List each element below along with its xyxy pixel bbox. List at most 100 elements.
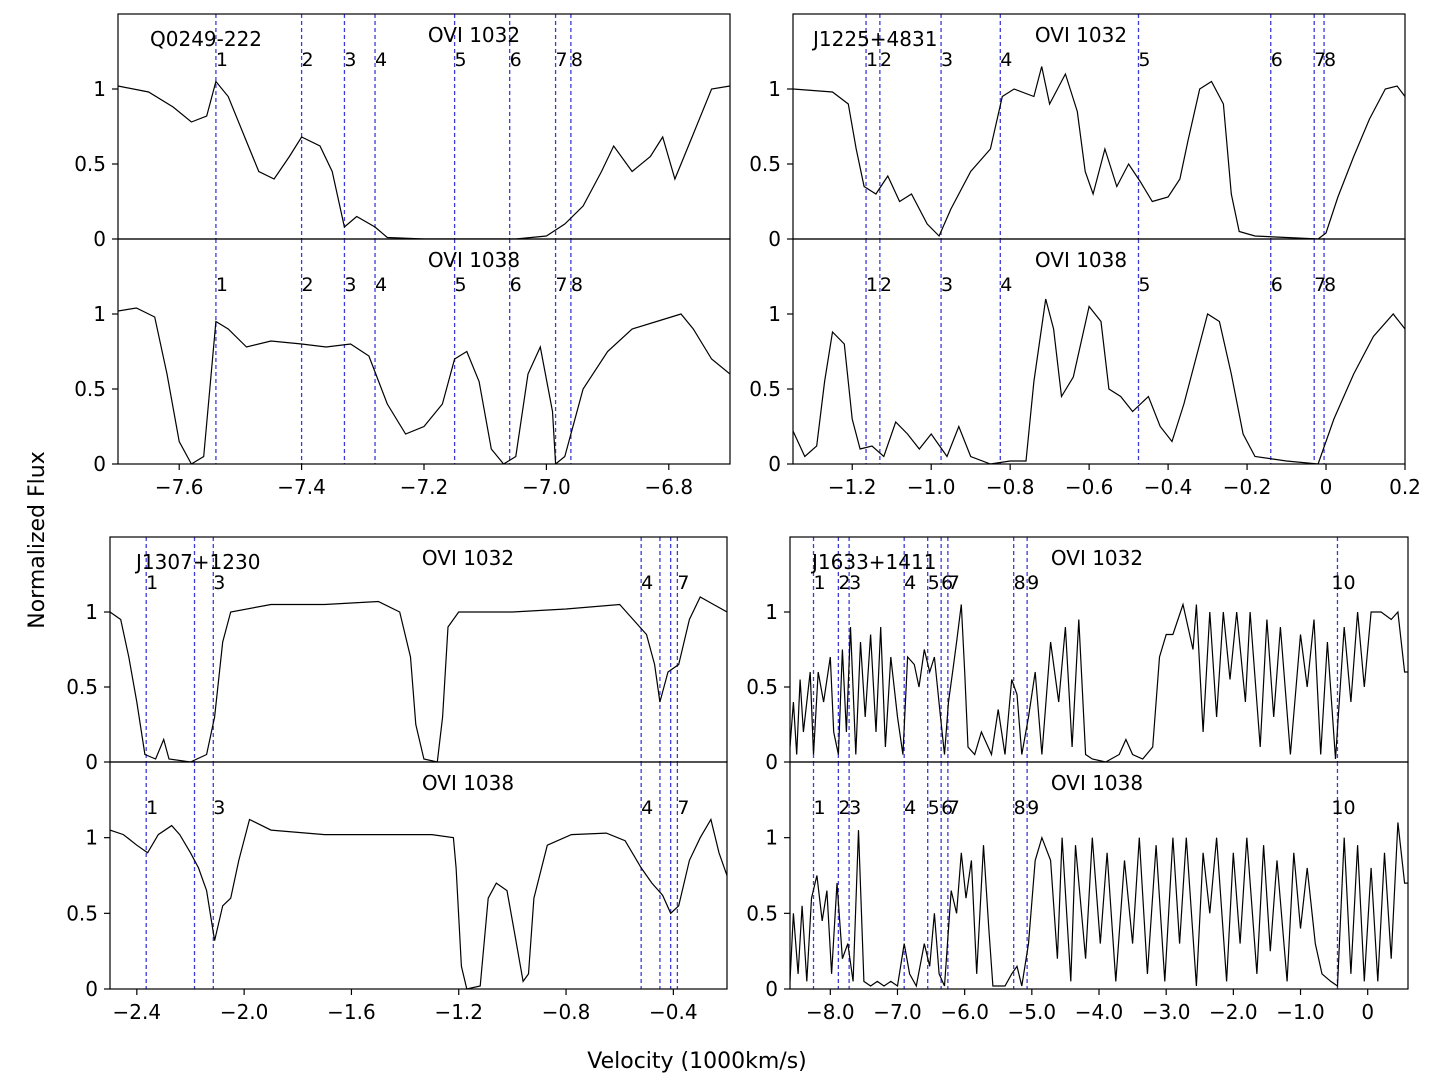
component-marker-label: 5 [455, 49, 467, 71]
component-marker-label: 7 [1314, 49, 1326, 71]
y-tick-label: 0 [85, 977, 98, 1001]
spectrum-line [110, 596, 727, 762]
y-tick-label: 0.5 [66, 901, 98, 925]
y-tick-label: 1 [85, 826, 98, 850]
component-marker-label: 3 [849, 797, 861, 819]
y-tick-label: 0 [768, 227, 781, 251]
x-tick-label: 0.2 [1389, 475, 1421, 499]
x-tick-label: −1.6 [327, 1000, 376, 1024]
x-axis-label: Velocity (1000km/s) [587, 1049, 807, 1074]
x-tick-label: −1.2 [828, 475, 877, 499]
component-marker-label: 3 [941, 49, 953, 71]
x-tick-label: −6.0 [940, 1000, 989, 1024]
x-tick-label: −1.0 [1276, 1000, 1325, 1024]
y-tick-label: 1 [85, 600, 98, 624]
y-tick-label: 0 [93, 452, 106, 476]
component-marker-label: 3 [849, 572, 861, 594]
quasar-label: Q0249-222 [150, 27, 262, 51]
series-name: OVI 1032 [428, 23, 520, 47]
component-marker-label: 3 [344, 49, 356, 71]
component-marker-label: 5 [455, 274, 467, 296]
y-tick-label: 0 [765, 750, 778, 774]
component-marker-label: 7 [948, 797, 960, 819]
subplot-ovi-1038: 1 3 4 7 0 0.5 1 OVI 1038 −2.4 −2.0 −1.6 −1.2 −0.8 −0.… [66, 761, 728, 1024]
y-tick-label: 1 [93, 302, 106, 326]
component-marker-label: 4 [904, 572, 916, 594]
component-marker-label: 10 [1331, 572, 1355, 594]
y-tick-label: 0.5 [66, 675, 98, 699]
spectrum-line [793, 66, 1405, 239]
x-tick-label: −7.0 [873, 1000, 922, 1024]
axes-frame [117, 238, 731, 465]
x-tick-label: −3.0 [1142, 1000, 1191, 1024]
component-marker-label: 1 [146, 797, 158, 819]
y-tick-label: 0.5 [749, 152, 781, 176]
component-marker-label: 2 [302, 49, 314, 71]
component-marker-label: 3 [213, 797, 225, 819]
y-tick-label: 1 [768, 77, 781, 101]
axes-frame [789, 761, 1409, 990]
x-tick-label: −5.0 [1008, 1000, 1057, 1024]
component-marker-label: 4 [1000, 274, 1012, 296]
axes-frame [109, 761, 728, 990]
component-marker-label: 7 [556, 274, 568, 296]
y-tick-label: 0 [765, 977, 778, 1001]
x-tick-label: 0 [1361, 1000, 1374, 1024]
component-marker-label: 2 [838, 572, 850, 594]
component-marker-label: 3 [213, 572, 225, 594]
y-tick-label: 0.5 [74, 152, 106, 176]
component-marker-label: 2 [880, 49, 892, 71]
component-marker-label: 2 [302, 274, 314, 296]
component-marker-label: 4 [1000, 49, 1012, 71]
spectrum-line [790, 822, 1408, 988]
y-tick-label: 1 [93, 77, 106, 101]
quasar-label: J1633+1411 [810, 550, 936, 574]
component-marker-label: 7 [948, 572, 960, 594]
component-marker-label: 9 [1027, 797, 1039, 819]
x-tick-label: −2.0 [220, 1000, 269, 1024]
component-marker-label: 4 [641, 797, 653, 819]
subplot-ovi-1032: 1 3 4 7 0 0.5 1 OVI 1032 [66, 536, 728, 774]
spectrum-line [790, 602, 1408, 762]
y-tick-label: 0.5 [749, 377, 781, 401]
component-marker-label: 7 [1314, 274, 1326, 296]
component-marker-label: 3 [344, 274, 356, 296]
series-name: OVI 1032 [422, 546, 514, 570]
series-name: OVI 1032 [1035, 23, 1127, 47]
x-tick-label: −8.0 [806, 1000, 855, 1024]
series-name: OVI 1038 [1051, 771, 1143, 795]
component-marker-label: 1 [866, 274, 878, 296]
component-marker-label: 2 [880, 274, 892, 296]
component-marker-label: 1 [216, 49, 228, 71]
component-marker-label: 8 [1014, 572, 1026, 594]
component-marker-label: 6 [1271, 274, 1283, 296]
component-marker-label: 4 [904, 797, 916, 819]
series-name: OVI 1038 [428, 248, 520, 272]
series-name: OVI 1032 [1051, 546, 1143, 570]
quasar-label: J1225+4831 [811, 27, 937, 51]
x-tick-label: −0.4 [1144, 475, 1193, 499]
spectrum-line [110, 817, 727, 989]
y-tick-label: 0 [93, 227, 106, 251]
y-tick-label: 0.5 [746, 675, 778, 699]
x-tick-label: −0.2 [1223, 475, 1272, 499]
y-tick-label: 0.5 [746, 901, 778, 925]
component-marker-label: 10 [1331, 797, 1355, 819]
x-tick-label: −1.2 [434, 1000, 483, 1024]
x-tick-label: −4.0 [1075, 1000, 1124, 1024]
spectrum-line [793, 298, 1405, 464]
x-tick-label: −1.0 [907, 475, 956, 499]
x-tick-label: −6.8 [645, 475, 694, 499]
x-tick-label: −7.2 [400, 475, 449, 499]
y-tick-label: 0 [85, 750, 98, 774]
x-tick-label: −0.6 [1065, 475, 1114, 499]
